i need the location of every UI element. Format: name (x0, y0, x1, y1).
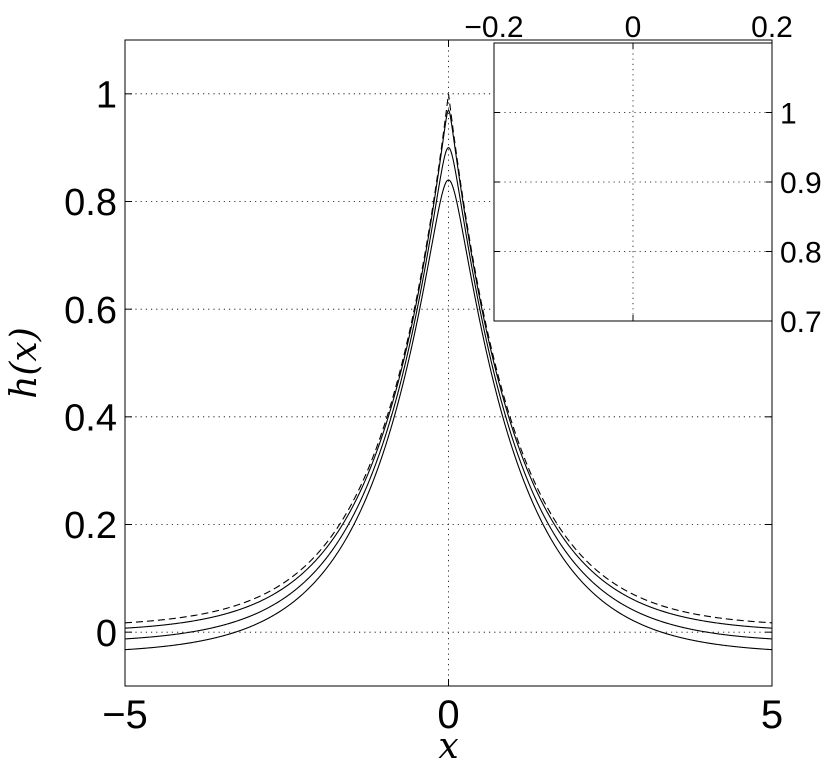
inset-x-tick-label: 0 (625, 11, 642, 44)
main-y-tick-label: 0.8 (64, 182, 117, 224)
inset-y-tick-label: 0.8 (780, 236, 822, 269)
main-y-tick-label: 0.6 (64, 290, 117, 332)
main-series-0-line (125, 93, 772, 624)
inset-x-tick-label: −0.2 (464, 11, 523, 44)
main-series-1-line (125, 108, 772, 629)
main-plot: 0 0.2 0.4 0.6 0.8 1 −5 0 5 x h(x) (4, 39, 783, 766)
inset-x-tick-label: 0.2 (751, 11, 793, 44)
main-x-tick-label: 5 (761, 693, 783, 737)
main-y-tick-label: 1 (96, 75, 117, 117)
inset-y-tick-label: 1 (780, 97, 797, 130)
main-y-tick-label: 0.2 (64, 505, 117, 547)
main-y-tick-label: 0 (96, 613, 117, 655)
inset-plot: 0.7 0.8 0.9 1 −0.2 0 0.2 (464, 11, 821, 339)
main-x-tick-label: 0 (437, 693, 459, 737)
main-y-axis-label: h(x) (4, 327, 45, 399)
main-series-3-line (125, 179, 772, 651)
inset-y-tick-label: 0.9 (780, 167, 822, 200)
inset-background (494, 43, 772, 321)
inset-y-tick-label: 0.7 (780, 306, 822, 339)
main-x-axis-label: x (438, 726, 458, 766)
main-x-tick-label: −5 (102, 693, 148, 737)
main-y-tick-label: 0.4 (64, 398, 117, 440)
main-series-2-line (125, 147, 772, 640)
